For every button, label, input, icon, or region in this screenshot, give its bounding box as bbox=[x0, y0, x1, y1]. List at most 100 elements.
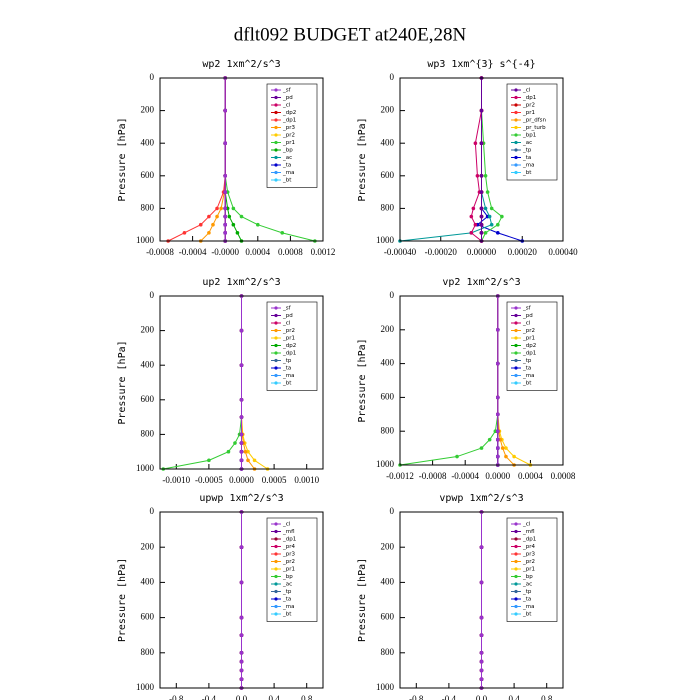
x-tick-label: -0.4 bbox=[202, 694, 217, 700]
y-tick-label: 1000 bbox=[136, 463, 155, 473]
plot-frame bbox=[399, 77, 564, 242]
legend-label: _bt bbox=[282, 178, 292, 184]
legend-marker bbox=[514, 155, 518, 160]
series-marker bbox=[223, 222, 227, 227]
series-marker bbox=[475, 174, 480, 178]
legend-marker bbox=[514, 351, 518, 355]
panel-title: wp2 1xm^2/s^3 bbox=[202, 59, 280, 70]
series-line bbox=[481, 78, 503, 242]
x-tick-label: -0.8 bbox=[409, 694, 424, 700]
series-marker bbox=[239, 633, 244, 637]
legend-marker bbox=[514, 552, 518, 556]
legend-label: _pr4 bbox=[522, 544, 536, 550]
legend-label: _pr3 bbox=[282, 552, 296, 558]
y-tick-label: 200 bbox=[381, 324, 395, 334]
series-marker bbox=[239, 615, 244, 620]
legend-label: _pr2 bbox=[282, 559, 295, 565]
legend-marker bbox=[514, 321, 518, 325]
legend-marker bbox=[514, 110, 518, 115]
series-marker bbox=[487, 214, 492, 219]
series-marker bbox=[496, 231, 500, 235]
series-marker bbox=[207, 231, 211, 235]
y-tick-label: 1000 bbox=[136, 235, 155, 245]
series-marker bbox=[223, 141, 227, 145]
series-marker bbox=[483, 174, 488, 178]
legend-marker bbox=[514, 567, 518, 571]
legend-marker bbox=[274, 103, 278, 107]
y-axis-label: Pressure [hPa] bbox=[357, 117, 368, 201]
legend-label: _ac bbox=[282, 582, 292, 588]
legend-label: _ta bbox=[522, 597, 531, 603]
y-axis-label: Pressure [hPa] bbox=[117, 340, 128, 424]
series-marker bbox=[496, 446, 500, 450]
y-tick-label: 400 bbox=[141, 576, 155, 586]
legend-marker bbox=[514, 306, 518, 310]
series-marker bbox=[496, 437, 500, 442]
series-marker bbox=[280, 231, 285, 235]
series-marker bbox=[496, 222, 500, 227]
y-tick-label: 800 bbox=[141, 202, 155, 212]
x-tick-label: -0.4 bbox=[442, 694, 457, 700]
series-marker bbox=[479, 174, 484, 178]
series-marker bbox=[496, 328, 500, 332]
series-marker bbox=[496, 395, 500, 400]
series-marker bbox=[226, 449, 231, 454]
series-marker bbox=[479, 651, 484, 655]
y-tick-label: 800 bbox=[141, 428, 155, 438]
series-marker bbox=[479, 446, 484, 450]
legend-label: _pr1 bbox=[282, 336, 295, 342]
series-marker bbox=[496, 412, 500, 417]
legend-marker bbox=[514, 589, 518, 594]
y-tick-label: 0 bbox=[390, 506, 395, 516]
legend-marker bbox=[274, 351, 278, 355]
legend-label: _dp2 bbox=[282, 110, 296, 116]
legend-marker bbox=[514, 381, 518, 385]
x-tick-label: 0.0004 bbox=[518, 471, 543, 481]
legend-marker bbox=[514, 559, 518, 564]
series-marker bbox=[215, 206, 219, 211]
series-marker bbox=[227, 214, 232, 219]
legend-marker bbox=[514, 358, 518, 363]
series-marker bbox=[496, 361, 500, 366]
legend-label: _sf bbox=[282, 88, 292, 94]
panel-title: vp2 1xm^2/s^3 bbox=[442, 277, 520, 288]
x-tick-label: 0.0012 bbox=[311, 247, 336, 257]
series-marker bbox=[471, 206, 476, 211]
legend-label: _cl bbox=[282, 103, 291, 109]
series-marker bbox=[479, 668, 484, 673]
x-tick-label: -0.8 bbox=[169, 694, 184, 700]
x-tick-label: 0.0004 bbox=[245, 247, 270, 257]
legend-marker bbox=[514, 582, 518, 586]
legend-marker bbox=[514, 140, 518, 145]
legend-label: _pr4 bbox=[282, 544, 296, 550]
x-tick-label: 0.0008 bbox=[278, 247, 303, 257]
y-tick-label: 200 bbox=[381, 541, 395, 551]
y-tick-label: 600 bbox=[381, 391, 395, 401]
legend-label: _cl bbox=[282, 321, 291, 327]
series-marker bbox=[469, 214, 474, 219]
x-tick-label: -0.0008 bbox=[419, 471, 447, 481]
legend-label: _bp bbox=[282, 574, 293, 580]
series-line bbox=[470, 78, 482, 242]
legend-marker bbox=[274, 178, 278, 182]
x-tick-label: -0.0012 bbox=[386, 471, 414, 481]
series-marker bbox=[219, 206, 223, 211]
legend-label: _bp bbox=[282, 148, 293, 154]
series-marker bbox=[479, 615, 484, 620]
legend-marker bbox=[274, 552, 278, 556]
series-marker bbox=[223, 231, 227, 235]
series-marker bbox=[239, 432, 244, 437]
x-tick-label: -0.0005 bbox=[195, 475, 223, 485]
legend-marker bbox=[274, 155, 278, 160]
series-marker bbox=[512, 454, 516, 459]
legend-label: _ta bbox=[282, 597, 291, 603]
legend-label: _ma bbox=[282, 373, 294, 379]
legend-label: _dp1 bbox=[282, 118, 296, 124]
series-marker bbox=[239, 363, 244, 368]
legend-marker bbox=[514, 148, 518, 152]
x-tick-label: 0.0000 bbox=[229, 475, 254, 485]
series-marker bbox=[231, 222, 236, 227]
legend-label: _tp bbox=[522, 148, 532, 154]
legend-marker bbox=[514, 133, 518, 137]
